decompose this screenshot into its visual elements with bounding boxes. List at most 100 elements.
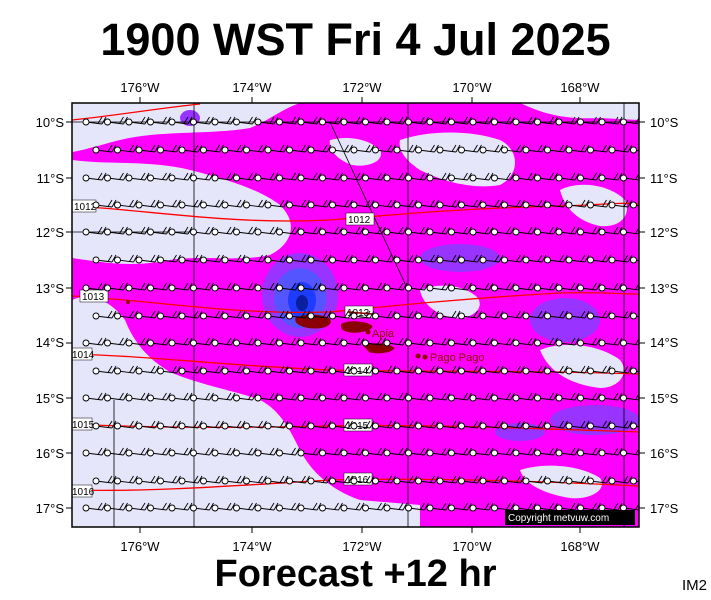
wind-barb-feather bbox=[205, 502, 210, 510]
wind-station bbox=[135, 422, 143, 430]
wind-barb-feather bbox=[166, 447, 171, 456]
wind-barb-feather bbox=[316, 337, 322, 346]
map-frame bbox=[71, 102, 640, 528]
wind-station bbox=[608, 201, 616, 209]
wind-station bbox=[534, 284, 541, 292]
wind-barb-feather bbox=[510, 172, 515, 181]
wind-barb-feather bbox=[359, 392, 365, 401]
wind-barb-feather bbox=[627, 420, 633, 429]
wind-barb-feather bbox=[305, 199, 310, 208]
wind-station bbox=[415, 312, 422, 320]
wind-barb-feather bbox=[420, 502, 425, 510]
wind-station bbox=[383, 118, 391, 126]
wind-station bbox=[135, 477, 143, 485]
wind-barb-feather bbox=[359, 172, 365, 181]
wind-barb-feather bbox=[279, 310, 285, 318]
wind-station bbox=[491, 504, 498, 512]
wind-barb-feather bbox=[230, 447, 236, 456]
wind-station bbox=[104, 394, 111, 402]
wind-barb-feather bbox=[441, 226, 447, 234]
wind-station bbox=[565, 477, 573, 485]
wind-barb-feather bbox=[215, 144, 220, 152]
wind-station bbox=[243, 422, 250, 430]
wind-barb-feather bbox=[494, 254, 500, 262]
wind-station bbox=[630, 146, 637, 154]
wind-barb-feather bbox=[283, 144, 289, 153]
wind-barb-feather bbox=[430, 199, 435, 207]
wind-station bbox=[479, 367, 487, 375]
wind-barb-feather bbox=[640, 227, 644, 234]
wind-barb-feather bbox=[123, 447, 128, 456]
wind-barb-feather bbox=[193, 420, 199, 428]
wind-barb-feather bbox=[97, 116, 103, 124]
wind-barb-feather bbox=[516, 365, 521, 373]
wind-station bbox=[383, 394, 391, 402]
wind-barb-feather bbox=[215, 310, 220, 318]
wind-barb-feather bbox=[455, 254, 461, 263]
wind-station bbox=[329, 477, 336, 485]
wind-barb-feather bbox=[402, 392, 408, 401]
wind-station bbox=[297, 228, 305, 236]
wind-barb-feather bbox=[262, 199, 267, 208]
lat-label: 11°S bbox=[37, 171, 65, 186]
wind-station bbox=[264, 422, 272, 430]
wind-barb-feather bbox=[312, 282, 318, 290]
wind-barb-feather bbox=[123, 282, 128, 291]
wind-station bbox=[82, 118, 90, 126]
wind-barb-feather bbox=[420, 282, 425, 290]
wind-barb-feather bbox=[205, 226, 210, 234]
wind-barb-feather bbox=[176, 420, 181, 429]
wind-station bbox=[114, 201, 121, 209]
wind-barb-feather bbox=[650, 200, 654, 207]
wind-barb-feather bbox=[441, 447, 447, 455]
wind-station bbox=[190, 228, 197, 236]
wind-barb-feather bbox=[640, 393, 644, 400]
wind-barb-feather bbox=[101, 116, 107, 125]
wind-barb-feather bbox=[430, 365, 435, 373]
wind-station bbox=[448, 174, 455, 182]
wind-barb-feather bbox=[301, 365, 306, 373]
wind-barb-feather bbox=[445, 116, 451, 125]
wind-barb-feather bbox=[451, 144, 457, 152]
wind-station bbox=[469, 174, 477, 182]
wind-barb-feather bbox=[166, 337, 171, 346]
wind-barb-feather bbox=[412, 144, 418, 153]
wind-barb-feather bbox=[209, 502, 214, 511]
wind-barb-feather bbox=[162, 116, 167, 124]
wind-station bbox=[479, 256, 487, 264]
wind-station bbox=[565, 312, 573, 320]
wind-barb-feather bbox=[154, 254, 160, 263]
wind-station bbox=[534, 174, 541, 182]
wind-barb-feather bbox=[430, 310, 435, 318]
wind-barb-feather bbox=[498, 310, 504, 319]
wind-barb-feather bbox=[570, 172, 576, 180]
wind-station bbox=[233, 504, 240, 512]
wind-barb-feather bbox=[154, 199, 160, 208]
wind-station bbox=[555, 394, 563, 402]
wind-station bbox=[512, 174, 520, 182]
wind-barb-feather bbox=[473, 144, 478, 152]
wind-station bbox=[340, 449, 348, 457]
wind-barb-feather bbox=[541, 144, 547, 153]
wind-barb-feather bbox=[381, 447, 386, 456]
wind-barb-feather bbox=[553, 337, 558, 346]
wind-station bbox=[319, 394, 326, 402]
wind-barb-feather bbox=[463, 447, 468, 455]
wind-barb-feather bbox=[197, 144, 203, 153]
wind-station bbox=[598, 339, 606, 347]
wind-barb-feather bbox=[381, 172, 386, 181]
wind-station bbox=[448, 284, 455, 292]
wind-barb-feather bbox=[209, 447, 214, 456]
wind-station bbox=[555, 284, 563, 292]
wind-barb-feather bbox=[541, 420, 547, 429]
wind-station bbox=[555, 449, 563, 457]
wind-station bbox=[114, 256, 121, 264]
wind-station bbox=[350, 201, 358, 209]
wind-barb-feather bbox=[488, 502, 494, 511]
wind-station bbox=[491, 228, 498, 236]
wind-barb-feather bbox=[355, 502, 361, 510]
wind-barb-feather bbox=[570, 502, 576, 510]
wind-barb-feather bbox=[531, 502, 537, 511]
wind-barb-feather bbox=[166, 282, 171, 291]
wind-barb-feather bbox=[205, 116, 210, 124]
